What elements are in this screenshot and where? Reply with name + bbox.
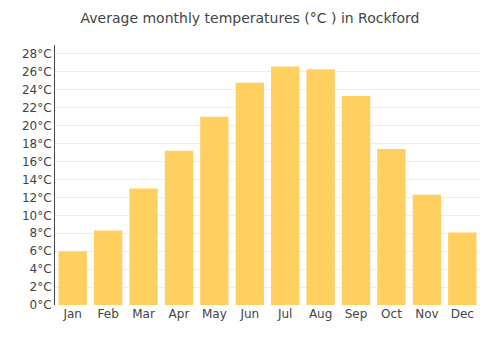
svg-text:16°C: 16°C	[22, 155, 52, 169]
svg-text:18°C: 18°C	[22, 137, 52, 151]
svg-text:Apr: Apr	[169, 307, 190, 321]
svg-text:Nov: Nov	[415, 307, 438, 321]
svg-text:6°C: 6°C	[30, 244, 52, 258]
svg-text:8°C: 8°C	[30, 226, 52, 240]
svg-text:Jan: Jan	[62, 307, 82, 321]
svg-text:Aug: Aug	[309, 307, 332, 321]
svg-text:22°C: 22°C	[22, 101, 52, 115]
svg-text:12°C: 12°C	[22, 191, 52, 205]
svg-text:14°C: 14°C	[22, 173, 52, 187]
svg-text:10°C: 10°C	[22, 209, 52, 223]
svg-text:20°C: 20°C	[22, 119, 52, 133]
svg-text:Feb: Feb	[98, 307, 119, 321]
svg-text:26°C: 26°C	[22, 65, 52, 79]
svg-text:Average monthly temperatures (: Average monthly temperatures (°C ) in Ro…	[81, 10, 420, 26]
svg-text:0°C: 0°C	[30, 298, 52, 312]
svg-text:Sep: Sep	[345, 307, 368, 321]
svg-text:4°C: 4°C	[30, 262, 52, 276]
svg-text:May: May	[202, 307, 227, 321]
svg-text:Mar: Mar	[132, 307, 155, 321]
svg-text:2°C: 2°C	[30, 280, 52, 294]
svg-text:Oct: Oct	[381, 307, 402, 321]
svg-text:Dec: Dec	[451, 307, 474, 321]
svg-text:24°C: 24°C	[22, 83, 52, 97]
svg-text:Jul: Jul	[277, 307, 292, 321]
svg-text:Jun: Jun	[239, 307, 259, 321]
svg-text:28°C: 28°C	[22, 47, 52, 61]
